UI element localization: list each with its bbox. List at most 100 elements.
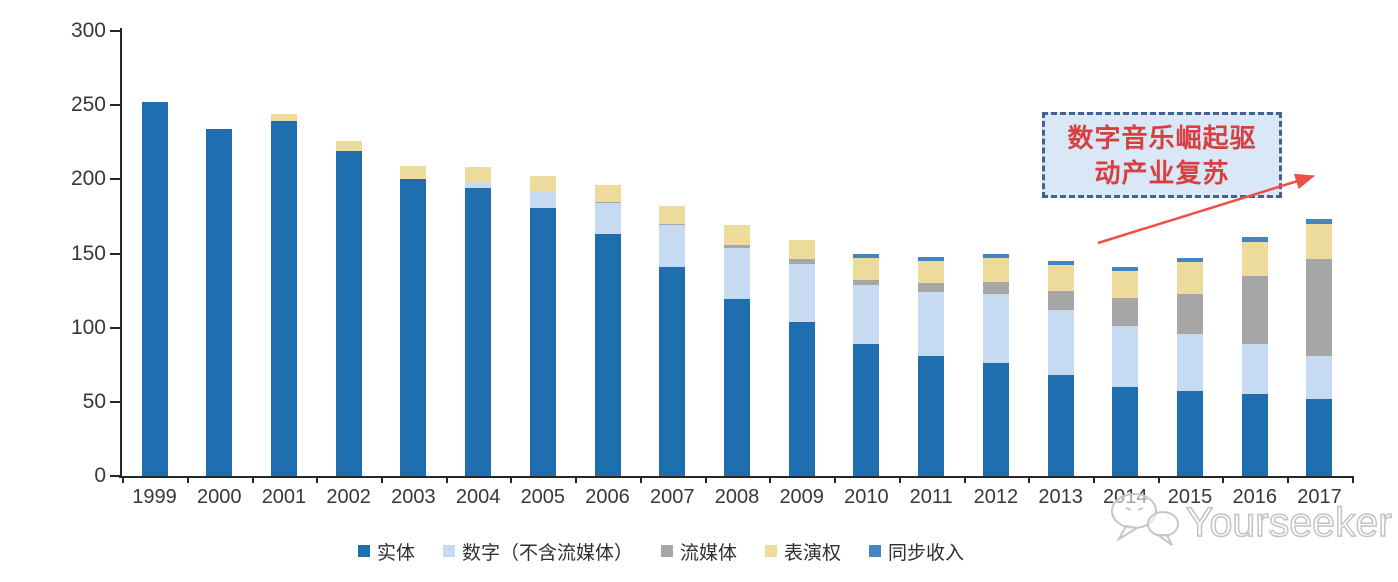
bar-2017 xyxy=(1306,219,1333,476)
x-axis-label: 2008 xyxy=(714,486,760,508)
bar-segment-physical xyxy=(1047,375,1074,476)
bar-segment-physical xyxy=(465,188,492,476)
y-tick-mark xyxy=(110,252,120,255)
bar-segment-performance-rights xyxy=(918,260,945,284)
bar-2006 xyxy=(594,185,621,476)
bar-2013 xyxy=(1047,260,1074,476)
x-tick-mark xyxy=(186,477,189,483)
bar-segment-streaming xyxy=(1177,293,1204,334)
x-axis-label: 2015 xyxy=(1167,486,1213,508)
bar-segment-performance-rights xyxy=(465,167,492,183)
legend-swatch-performance-rights xyxy=(765,545,777,557)
bar-segment-physical xyxy=(1177,391,1204,476)
y-tick-mark xyxy=(110,178,120,181)
bar-segment-digital-ex-streaming xyxy=(1047,309,1074,376)
x-tick-mark xyxy=(122,477,125,483)
annotation-text-line2: 动产业复苏 xyxy=(1094,159,1230,189)
legend-label-sync-revenue: 同步收入 xyxy=(888,541,965,564)
x-axis-label: 2007 xyxy=(650,486,695,508)
legend-label-digital-ex-streaming: 数字（不含流媒体） xyxy=(461,541,633,564)
bar-segment-performance-rights xyxy=(335,140,362,152)
x-tick-mark xyxy=(769,477,772,483)
bar-segment-digital-ex-streaming xyxy=(1112,326,1139,387)
x-tick-mark xyxy=(1028,477,1031,483)
x-tick-mark xyxy=(316,477,319,483)
bar-segment-streaming xyxy=(723,244,750,248)
bar-segment-digital-ex-streaming xyxy=(723,247,750,300)
bar-segment-streaming xyxy=(918,283,945,293)
bar-2016 xyxy=(1241,237,1268,476)
bar-2003 xyxy=(400,166,427,476)
bar-segment-physical xyxy=(594,234,621,476)
bar-2005 xyxy=(529,176,556,476)
x-axis-label: 2013 xyxy=(1038,486,1083,508)
x-axis-label: 2016 xyxy=(1232,486,1277,508)
y-tick-label: 300 xyxy=(70,19,106,42)
bar-segment-performance-rights xyxy=(1306,223,1333,260)
bar-segment-digital-ex-streaming xyxy=(594,203,621,235)
bar-segment-performance-rights xyxy=(659,206,686,224)
bar-2000 xyxy=(206,128,233,476)
x-axis-label: 2011 xyxy=(909,486,953,508)
bar-segment-physical xyxy=(659,266,686,476)
bar-segment-digital-ex-streaming xyxy=(1241,344,1268,395)
bar-segment-performance-rights xyxy=(594,185,621,202)
x-axis-label: 2004 xyxy=(455,486,501,508)
x-axis-label: 1999 xyxy=(132,486,177,508)
bar-segment-streaming xyxy=(982,281,1009,294)
x-tick-mark xyxy=(898,477,901,483)
bar-segment-sync-revenue xyxy=(853,253,880,258)
bar-1999 xyxy=(141,102,168,476)
bar-segment-physical xyxy=(1112,387,1139,476)
bar-segment-physical xyxy=(400,179,427,476)
watermark-label: Yourseeker xyxy=(1186,499,1392,545)
bar-segment-physical xyxy=(788,321,815,476)
x-tick-mark xyxy=(1222,477,1225,483)
chat-bubbles-icon xyxy=(1111,493,1179,546)
bar-segment-physical xyxy=(853,343,880,476)
x-axis-label: 2012 xyxy=(973,486,1019,508)
y-tick-label: 250 xyxy=(70,93,106,117)
y-tick-mark xyxy=(110,30,120,32)
y-tick-mark xyxy=(110,400,120,403)
legend-item-streaming: 流媒体 xyxy=(660,538,737,565)
bar-2014 xyxy=(1112,266,1139,476)
x-tick-mark xyxy=(1351,477,1354,483)
bar-segment-performance-rights xyxy=(788,240,815,260)
y-tick-label: 100 xyxy=(70,315,106,339)
bar-2011 xyxy=(918,256,945,476)
x-tick-mark xyxy=(381,477,384,483)
bar-segment-streaming xyxy=(788,259,815,264)
bar-segment-performance-rights xyxy=(853,257,880,281)
bar-segment-sync-revenue xyxy=(1047,260,1074,266)
x-axis-label: 2006 xyxy=(585,486,630,508)
bar-2004 xyxy=(465,167,492,476)
bar-segment-physical xyxy=(982,363,1009,476)
x-tick-mark xyxy=(251,477,254,483)
x-axis-label: 2002 xyxy=(326,486,371,508)
bar-segment-physical xyxy=(723,299,750,476)
bar-segment-digital-ex-streaming xyxy=(1177,333,1204,392)
x-axis-line xyxy=(119,476,1354,478)
bar-segment-digital-ex-streaming xyxy=(465,182,492,189)
bar-segment-sync-revenue xyxy=(982,253,1009,258)
bar-segment-performance-rights xyxy=(529,176,556,192)
legend-swatch-physical xyxy=(357,545,370,557)
bar-segment-performance-rights xyxy=(1241,241,1268,276)
bar-segment-performance-rights xyxy=(723,225,750,245)
bar-segment-performance-rights xyxy=(1047,265,1074,291)
bar-segment-digital-ex-streaming xyxy=(982,293,1009,364)
x-tick-mark xyxy=(445,477,448,483)
bar-segment-performance-rights xyxy=(1177,262,1204,294)
x-tick-mark xyxy=(1287,477,1290,483)
bar-segment-digital-ex-streaming xyxy=(1306,355,1333,399)
legend-label-streaming: 流媒体 xyxy=(679,541,737,564)
bar-2008 xyxy=(723,225,750,476)
legend-item-sync-revenue: 同步收入 xyxy=(869,538,964,565)
bar-segment-physical xyxy=(141,102,168,476)
bar-segment-physical xyxy=(1306,398,1333,476)
x-axis-label: 2000 xyxy=(196,486,242,508)
x-tick-mark xyxy=(510,477,513,483)
legend-swatch-sync-revenue xyxy=(869,545,882,557)
